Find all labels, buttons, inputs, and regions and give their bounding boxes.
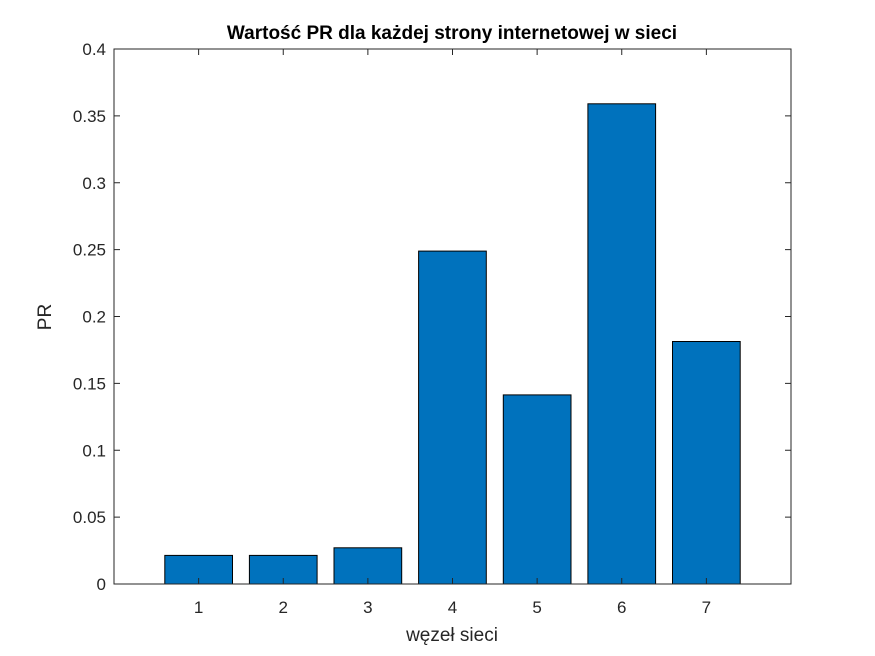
- x-axis-ticks: 1 2 3 4 5 6 7: [194, 49, 711, 617]
- x-tick-label: 2: [279, 598, 288, 617]
- y-tick-label: 0.4: [82, 40, 106, 59]
- bar-node-3: [333, 547, 403, 585]
- bar-node-7: [672, 341, 741, 585]
- y-tick-label: 0.15: [73, 374, 106, 393]
- x-tick-label: 4: [448, 598, 457, 617]
- x-tick-label: 7: [702, 598, 711, 617]
- y-tick-label: 0: [97, 575, 106, 594]
- bar-node-6: [587, 103, 657, 585]
- x-tick-label: 5: [532, 598, 541, 617]
- y-tick-label: 0.05: [73, 508, 106, 527]
- y-tick-label: 0.3: [82, 174, 106, 193]
- y-axis-label: PR: [35, 304, 56, 330]
- x-axis-label: węzeł sieci: [405, 625, 498, 646]
- x-tick-label: 3: [363, 598, 372, 617]
- y-tick-label: 0.2: [82, 308, 106, 327]
- x-tick-label: 1: [194, 598, 203, 617]
- chart-title: Wartość PR dla każdej strony internetowe…: [227, 23, 677, 44]
- y-tick-label: 0.35: [73, 107, 106, 126]
- y-tick-label: 0.1: [82, 441, 106, 460]
- y-axis-ticks: 0 0.05 0.1 0.15 0.2 0.25 0.3 0.35 0.4: [73, 40, 791, 594]
- x-tick-label: 6: [617, 598, 626, 617]
- bar-node-5: [502, 394, 572, 585]
- y-tick-label: 0.25: [73, 241, 106, 260]
- bar-node-4: [418, 250, 487, 585]
- bars-group: [164, 103, 741, 585]
